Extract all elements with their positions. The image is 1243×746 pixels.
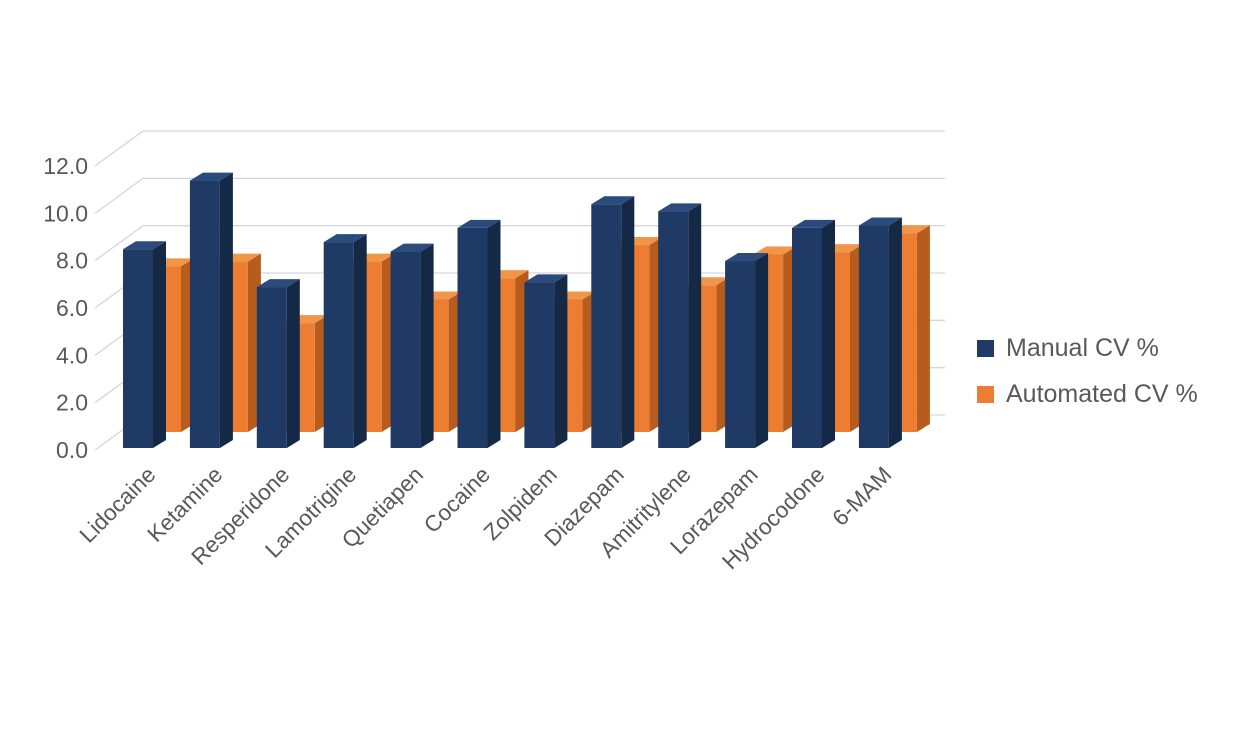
legend-label-manual: Manual CV % <box>1006 333 1159 362</box>
bar-lorazepam-manual-top <box>725 253 769 262</box>
legend-label-automated: Automated CV % <box>1006 379 1198 408</box>
bar-resperidone-manual <box>256 287 287 448</box>
bar-resperidone-manual-top <box>256 279 300 288</box>
legend-swatch-automated-icon <box>977 385 994 403</box>
bar-cocaine-manual-top <box>457 219 501 228</box>
y-tick-label: 6.0 <box>56 295 88 321</box>
bar-quetiapen-manual-top <box>390 243 434 252</box>
y-tick-label: 12.0 <box>43 153 88 179</box>
bar-lidocaine-manual-side <box>153 241 166 448</box>
bar-diazepam-manual <box>591 204 622 448</box>
bar-lorazepam-automated-top <box>753 246 797 255</box>
bar-diazepam-manual-side <box>621 196 635 448</box>
bar-ketamine-manual-side <box>219 172 233 448</box>
bar-lorazepam-manual-side <box>755 253 769 448</box>
bar-resperidone-manual-side <box>286 279 300 448</box>
bar-lidocaine-manual <box>123 249 153 448</box>
bar-zolpidem-manual <box>524 282 555 448</box>
bar-cocaine-manual <box>457 227 488 448</box>
y-tick-label: 2.0 <box>56 390 88 416</box>
bar-lidocaine-manual-top <box>123 241 166 250</box>
bar-6-mam-manual-side <box>888 217 902 448</box>
bar-cocaine-manual-side <box>487 219 501 448</box>
legend-item-automated: Automated CV % <box>977 379 1198 409</box>
bar-hydrocodone-manual-top <box>792 219 835 228</box>
x-category-label: 6-MAM <box>827 462 896 531</box>
bar-6-mam-manual <box>858 225 889 448</box>
bar-lamotrigine-manual-top <box>323 234 367 243</box>
y-tick-label: 10.0 <box>43 200 88 226</box>
y-tick-connector <box>94 225 144 262</box>
bar-diazepam-manual-top <box>591 196 635 205</box>
bar-ketamine-manual <box>189 180 220 448</box>
bar-hydrocodone-manual-side <box>822 219 835 448</box>
bar-lorazepam-manual <box>725 261 756 448</box>
legend-swatch-manual-icon <box>977 339 994 357</box>
bar-amitritylene-manual-top <box>658 203 702 212</box>
y-tick-connector <box>94 177 144 214</box>
bar-zolpidem-manual-top <box>524 274 568 283</box>
bar-amitritylene-manual-side <box>688 203 702 448</box>
legend: Manual CV % Automated CV % <box>977 333 1198 425</box>
bar-quetiapen-manual-side <box>420 243 434 448</box>
bar-6-mam-manual-top <box>858 217 902 226</box>
bar-zolpidem-manual-side <box>554 274 568 448</box>
bar-6-mam-automated-side <box>916 225 930 432</box>
y-tick-label: 8.0 <box>56 248 88 274</box>
y-tick-label: 4.0 <box>56 342 88 368</box>
bar-ketamine-manual-top <box>189 172 233 181</box>
y-tick-label: 0.0 <box>56 437 88 463</box>
bar-lamotrigine-manual <box>323 242 354 448</box>
bar-amitritylene-manual <box>658 211 689 448</box>
bar-hydrocodone-manual <box>792 227 822 448</box>
bar-lamotrigine-manual-side <box>353 234 367 448</box>
legend-item-manual: Manual CV % <box>977 333 1198 363</box>
y-tick-connector <box>94 130 144 167</box>
bar-quetiapen-manual <box>390 251 421 448</box>
